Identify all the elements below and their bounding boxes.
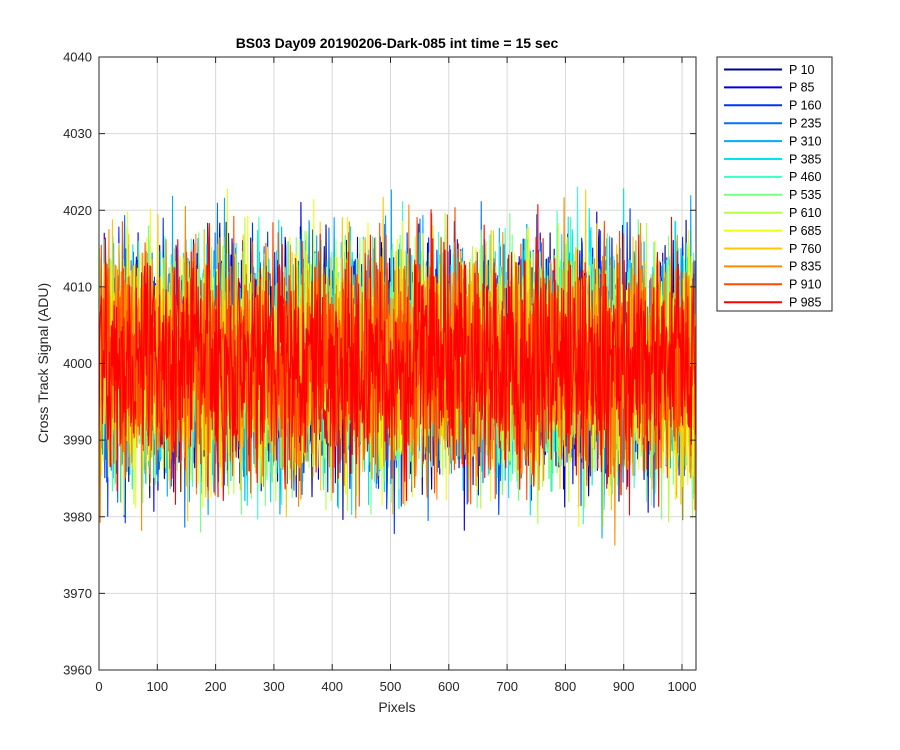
plot-area bbox=[98, 56, 697, 671]
y-tick-label: 3960 bbox=[63, 663, 92, 678]
y-tick-label: 4000 bbox=[63, 356, 92, 371]
legend-label: P 235 bbox=[789, 117, 821, 131]
legend-label: P 685 bbox=[789, 224, 821, 238]
x-tick-labels: 0 100 200 300 400 500 600 700 800 900 1000 bbox=[95, 679, 696, 694]
legend-label: P 85 bbox=[789, 81, 815, 95]
axis-ticks bbox=[98, 56, 696, 671]
x-tick-label: 200 bbox=[205, 679, 227, 694]
legend-label: P 760 bbox=[789, 242, 821, 256]
legend-label: P 460 bbox=[789, 170, 821, 184]
legend-label: P 385 bbox=[789, 152, 821, 166]
legend-label: P 610 bbox=[789, 206, 821, 220]
y-axis-label: Cross Track Signal (ADU) bbox=[35, 283, 51, 443]
legend-box bbox=[716, 56, 833, 312]
y-tick-label: 3970 bbox=[63, 586, 92, 601]
y-tick-label: 4010 bbox=[63, 279, 92, 294]
x-tick-label: 900 bbox=[613, 679, 635, 694]
legend-label: P 835 bbox=[789, 260, 821, 274]
x-tick-label: 400 bbox=[321, 679, 343, 694]
x-tick-label: 500 bbox=[380, 679, 402, 694]
legend-label: P 310 bbox=[789, 134, 821, 148]
series-line-p760 bbox=[98, 189, 697, 522]
y-tick-label: 4020 bbox=[63, 203, 92, 218]
legend-label: P 910 bbox=[789, 278, 821, 292]
legend-label: P 985 bbox=[789, 296, 821, 310]
y-tick-label: 3990 bbox=[63, 433, 92, 448]
legend-label: P 160 bbox=[789, 99, 821, 113]
x-tick-label: 600 bbox=[438, 679, 460, 694]
series-layer bbox=[98, 186, 697, 546]
series-line-p985 bbox=[98, 204, 697, 516]
x-tick-label: 0 bbox=[95, 679, 102, 694]
legend-entries: P 10 P 85 P 160 P 235 P 310 P 385 P 460 P 535 P … bbox=[724, 63, 821, 310]
y-tick-labels: 3960 3970 3980 3990 4000 4010 4020 4030 4040 bbox=[63, 50, 92, 678]
y-tick-label: 4040 bbox=[63, 50, 92, 65]
x-tick-label: 1000 bbox=[668, 679, 697, 694]
x-tick-label: 100 bbox=[146, 679, 168, 694]
legend-label: P 10 bbox=[789, 63, 815, 77]
x-axis-label: Pixels bbox=[378, 699, 415, 715]
legend: P 10 P 85 P 160 P 235 P 310 P 385 P 460 P 535 P … bbox=[716, 56, 833, 312]
x-tick-label: 300 bbox=[263, 679, 285, 694]
y-tick-label: 3980 bbox=[63, 509, 92, 524]
legend-label: P 535 bbox=[789, 188, 821, 202]
chart-title: BS03 Day09 20190206-Dark-085 int time = … bbox=[236, 35, 559, 51]
x-tick-label: 700 bbox=[496, 679, 518, 694]
y-tick-label: 4030 bbox=[63, 126, 92, 141]
x-tick-label: 800 bbox=[555, 679, 577, 694]
